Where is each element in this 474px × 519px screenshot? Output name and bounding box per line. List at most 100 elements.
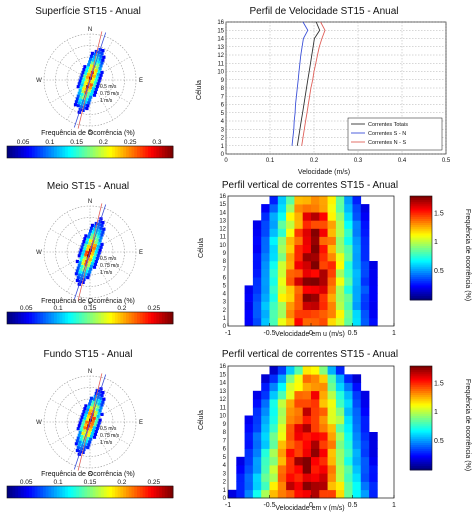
heatmap-2-cell-3-9	[302, 465, 312, 474]
heatmap-2-colorbar-swatch-47	[410, 461, 432, 465]
heatmap-1-ytick-12: 12	[219, 227, 226, 233]
heatmap-2-ytick-7: 7	[223, 438, 227, 444]
rose-1-colorbar-swatch-27	[78, 146, 83, 158]
heatmap-1-cell-8-5	[269, 252, 279, 262]
rose-3-cell-59	[90, 422, 95, 426]
rose-2-colorbar-swatch-58	[164, 312, 168, 324]
rose-3-cell-22	[88, 440, 92, 444]
rose-3-cell-55	[79, 418, 83, 422]
heatmap-2-colorbar-swatch-40	[410, 447, 432, 450]
rose-1-compass-s: S	[88, 130, 92, 136]
rose-1-colorbar-swatch-1	[7, 146, 11, 158]
rose-1-colorbar-swatch-35	[101, 146, 105, 158]
profile-legend-label-2: Correntes S - N	[368, 131, 406, 137]
rose-2-cell-107	[92, 227, 96, 231]
rose-3-cell-50	[84, 423, 88, 427]
rose-3-cell-99	[99, 406, 103, 410]
heatmap-2-cell-7-13	[335, 432, 345, 441]
rose-3-cell-103	[97, 402, 101, 406]
rose-2-vector-2	[73, 204, 107, 300]
rose-1-colorbar-swatch-10	[31, 146, 36, 158]
rose-1-colorbar-swatch-6	[20, 146, 24, 158]
profile-legend-label-3: Correntes N - S	[368, 140, 407, 146]
heatmap-1-cell-13-11	[319, 212, 328, 221]
rose-1-cell-41	[93, 90, 97, 94]
rose-1-cell-12	[83, 103, 87, 107]
rose-1-cell-29	[78, 88, 82, 93]
heatmap-1-xtick-1: -0.5	[263, 330, 275, 337]
heatmap-1-cell-4-11	[319, 285, 328, 294]
heatmap-2-cell-8-2	[244, 423, 254, 433]
rose-2-cell-54	[95, 257, 99, 261]
rose-1-cell-114	[99, 54, 103, 58]
rose-1-ring-label-3: 1 m/s	[100, 98, 113, 104]
rose-3-cell-53	[92, 426, 96, 430]
rose-1-colorbar-swatch-16	[48, 146, 52, 158]
heatmap-2-cell-10-14	[344, 407, 353, 416]
rose-1-colorbar-swatch-52	[148, 146, 152, 158]
heatmap-1-cell-3-12	[327, 293, 337, 302]
rose-3-cell-119	[101, 391, 105, 395]
heatmap-2-cell-2-8	[294, 473, 303, 482]
rose-3-cell-90	[87, 405, 91, 409]
heatmap-2-cell-10-12	[327, 407, 337, 416]
rose-1-ring-label-1: 0.5 m/s	[100, 84, 117, 90]
rose-3-cell-63	[83, 416, 87, 420]
rose-1-cell-24	[77, 91, 81, 95]
heatmap-1-cell-15-11	[319, 196, 328, 205]
rose-1-cell-18	[87, 101, 91, 105]
rose-1-cell-42	[77, 82, 81, 86]
rose-1-colorbar-swatch-42	[120, 146, 124, 158]
rose-1-cell-37	[82, 86, 86, 91]
rose-2-cell-95	[98, 239, 102, 243]
rose-3-cell-57	[85, 420, 89, 424]
heatmap-2-cell-5-3	[252, 448, 262, 458]
heatmap-2-colorbar-swatch-31	[410, 428, 432, 431]
rose-3-cell-70	[84, 413, 88, 417]
heatmap-1-cell-1-11	[319, 309, 328, 319]
heatmap-1-cell-9-6	[277, 244, 287, 254]
rose-2-cell-68	[97, 251, 101, 255]
rose-1-cell-32	[87, 91, 91, 95]
rose-3-cell-91	[90, 406, 94, 410]
rose-1-colorbar-swatch-17	[51, 146, 55, 158]
rose-2-cell-66	[91, 249, 96, 253]
heatmap-1-cell-13-8	[294, 212, 303, 221]
profile-ytick-5: 5	[221, 111, 225, 117]
heatmap-2-cell-0-15	[352, 489, 362, 499]
rose-1-colorbar-swatch-12	[37, 146, 41, 158]
heatmap-1-cell-5-8	[294, 277, 303, 286]
rose-1-cell-116	[94, 49, 98, 54]
heatmap-1-cell-14-16	[360, 204, 370, 213]
heatmap-2-ytick-5: 5	[223, 455, 227, 461]
heatmap-2-cell-7-4	[261, 432, 270, 441]
rose-3-cell-113	[102, 397, 106, 401]
heatmap-2-cell-2-5	[269, 473, 279, 482]
rose-2-colorbar-tick-3: 0.15	[84, 305, 97, 312]
heatmap-1-cell-1-4	[261, 309, 270, 319]
heatmap-2-cell-3-12	[327, 465, 337, 474]
heatmap-2-cell-7-10	[311, 432, 320, 441]
rose-2-colorbar-swatch-46	[131, 312, 135, 324]
rose-3-cell-26	[86, 436, 90, 440]
heatmap-1-cell-11-15	[352, 228, 362, 237]
heatmap-2-colorbar-swatch-16	[410, 397, 432, 400]
heatmap-1-cell-2-5	[269, 301, 279, 310]
heatmap-2-ytick-1: 1	[223, 488, 227, 494]
heatmap-1-colorbar-swatch-25	[410, 245, 432, 249]
profile-ytick-14: 14	[217, 37, 224, 43]
rose-1-cell-49	[78, 79, 82, 83]
heatmap-1-cell-11-8	[294, 228, 303, 237]
heatmap-2-cell-15-10	[311, 366, 320, 375]
heatmap-1-cell-6-16	[360, 269, 370, 278]
heatmap-1-colorbar-tick-1: 0.5	[434, 268, 444, 275]
rose-3-cell-67	[94, 420, 98, 424]
heatmap-2-colorbar-tick-1: 0.5	[434, 438, 444, 445]
heatmap-1-cell-8-14	[344, 252, 353, 262]
heatmap-1-cell-14-5	[269, 204, 279, 213]
heatmap-1-cell-2-7	[286, 301, 295, 310]
heatmap-1-cell-3-6	[277, 293, 287, 302]
heatmap-1-cell-10-12	[327, 236, 337, 245]
heatmap-u-xlabel: Velocidade em u (m/s)	[275, 331, 345, 338]
rose-2-cell-5	[76, 276, 80, 280]
